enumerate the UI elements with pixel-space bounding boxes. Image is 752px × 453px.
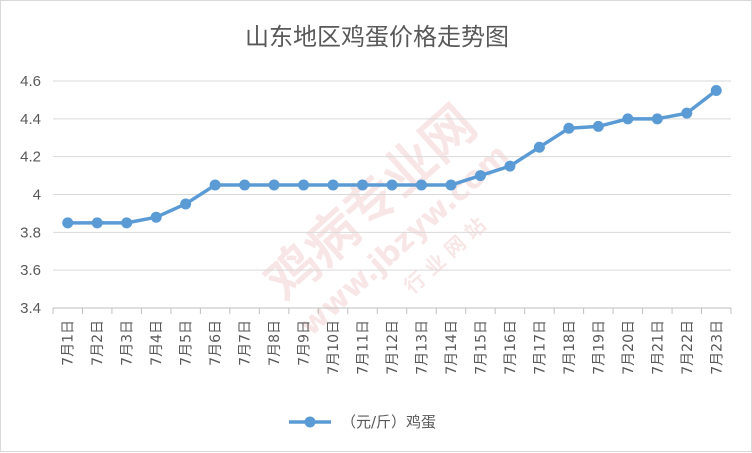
y-tick-label: 4.4 [20,111,41,128]
x-tick-label: 7月17日 [532,320,548,375]
x-tick-label: 7月23日 [709,320,725,375]
data-point [563,122,575,134]
x-tick-label: 7月21日 [650,320,666,375]
chart-title: 山东地区鸡蛋价格走势图 [245,23,509,51]
y-tick-label: 4.2 [20,149,41,166]
x-tick-label: 7月5日 [179,320,195,366]
data-point [91,217,103,229]
x-tick-label: 7月10日 [326,320,342,375]
legend-point-marker [304,416,316,428]
x-tick-label: 7月8日 [267,320,283,366]
data-point [180,198,192,210]
x-tick-label: 7月20日 [621,320,637,375]
y-tick-label: 3.6 [20,262,41,279]
legend: （元/斤）鸡蛋 [289,413,436,431]
y-tick-label: 3.4 [20,300,41,317]
data-point [239,179,251,191]
x-tick-label: 7月16日 [503,320,519,375]
x-tick-label: 7月19日 [591,320,607,375]
y-tick-label: 4.6 [20,73,41,90]
x-tick-label: 7月6日 [208,320,224,366]
x-tick-label: 7月22日 [680,320,696,375]
data-point [121,217,133,229]
data-point [504,160,516,172]
series [62,84,722,229]
data-point [445,179,457,191]
data-point [592,120,604,132]
x-tick-label: 7月7日 [238,320,254,366]
x-tick-label: 7月15日 [473,320,489,375]
data-point [357,179,369,191]
data-point [651,113,663,125]
x-tick-label: 7月18日 [562,320,578,375]
x-tick-label: 7月11日 [356,320,372,375]
data-point [268,179,280,191]
y-tick-label: 4 [33,187,41,204]
data-point [298,179,310,191]
data-point [150,211,162,223]
x-tick-label: 7月1日 [61,320,77,366]
legend-label: （元/斤）鸡蛋 [341,413,436,431]
x-tick-label: 7月13日 [414,320,430,375]
grid [53,80,731,309]
x-tick-label: 7月2日 [90,320,106,366]
x-tick-label: 7月12日 [385,320,401,375]
x-tick-label: 7月4日 [149,320,165,366]
y-axis: 3.4 3.6 3.8 4 4.2 4.4 4.6 [20,73,41,317]
x-axis: 7月1日 7月2日 7月3日 7月4日 7月5日 7月6日 7月7日 7月8日 7月9日 7月10… [52,308,732,375]
x-tick-label: 7月14日 [444,320,460,375]
data-point [327,179,339,191]
data-point [710,84,722,96]
data-point [474,170,486,182]
x-tick-label: 7月3日 [120,320,136,366]
data-point [533,141,545,153]
data-point [386,179,398,191]
data-point [209,179,221,191]
data-point [622,113,634,125]
y-tick-label: 3.8 [20,224,41,241]
x-tick-label: 7月9日 [297,320,313,366]
data-point [415,179,427,191]
data-point [62,217,74,229]
data-point [681,107,693,119]
